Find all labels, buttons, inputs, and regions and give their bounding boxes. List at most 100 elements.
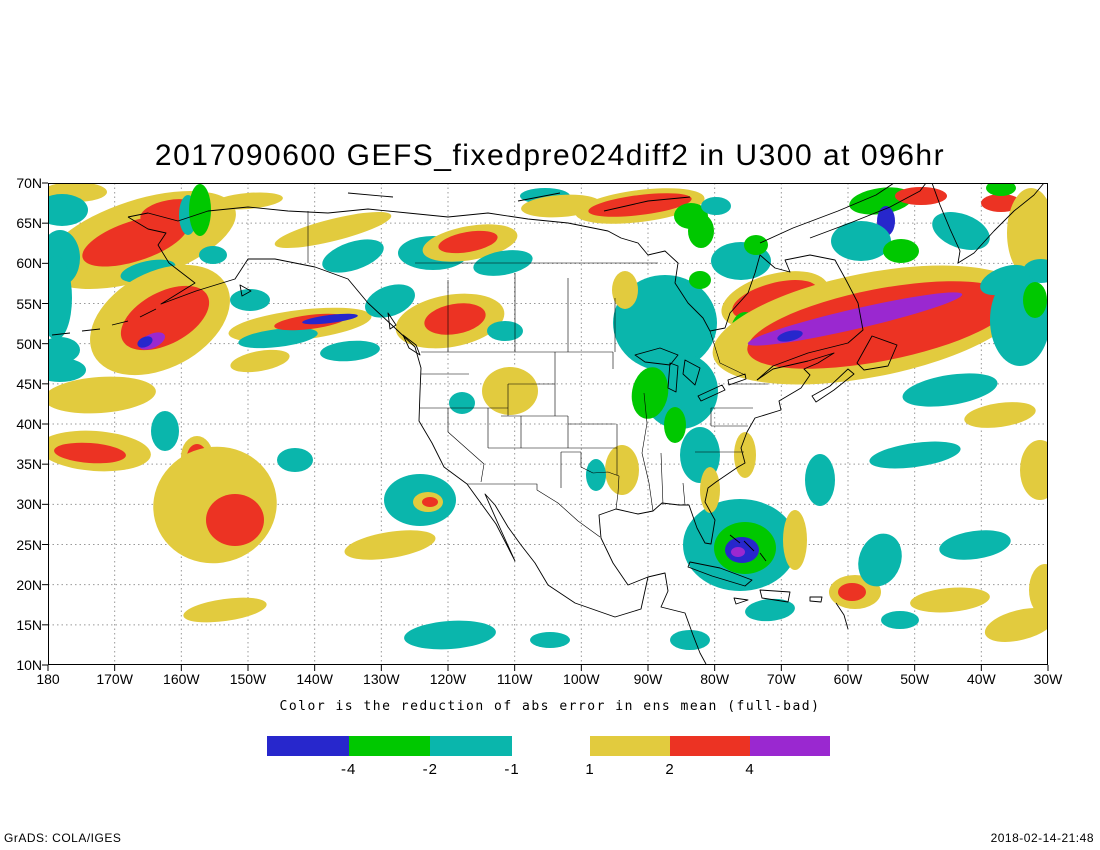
legend-negative-label: -2	[422, 761, 438, 778]
contour-region-blue	[302, 313, 358, 325]
contour-region-green	[631, 367, 669, 419]
timestamp: 2018-02-14-21:48	[990, 831, 1094, 845]
lat-label: 25N	[16, 536, 42, 553]
lat-label: 50N	[16, 335, 42, 352]
contour-region-yellow	[1007, 188, 1048, 278]
contour-region-green	[689, 271, 711, 289]
lon-label: 130W	[363, 671, 400, 687]
lon-label: 40W	[966, 671, 996, 687]
contour-region-yellow	[783, 510, 807, 570]
legend-negative-bar	[267, 736, 513, 756]
contour-region-yellow	[48, 376, 156, 414]
contour-region-purple	[731, 547, 745, 557]
contour-region-red	[82, 215, 188, 267]
contour-region-cyan	[613, 275, 717, 371]
lat-label: 65N	[16, 215, 42, 232]
lat-label: 30N	[16, 496, 42, 513]
lon-label: 110W	[496, 671, 533, 687]
contour-region-cyan	[701, 197, 731, 215]
contour-region-yellow	[964, 402, 1036, 428]
lon-label: 60W	[833, 671, 863, 687]
axis-ticks	[42, 182, 1049, 671]
contour-region-cyan	[48, 337, 80, 363]
contour-region-cyan	[238, 327, 318, 349]
contour-region-red	[438, 230, 498, 254]
colorbar-caption: Color is the reduction of abs error in e…	[279, 699, 821, 714]
legend-positive-label: 2	[665, 761, 675, 778]
contour-region-yellow	[1020, 440, 1048, 500]
coastline-maritimes	[811, 335, 898, 403]
contour-region-cyan	[320, 340, 380, 362]
map-border	[48, 183, 1048, 665]
contour-region-cyan	[881, 611, 919, 629]
contour-region-green	[664, 407, 686, 443]
contour-region-yellow	[605, 445, 639, 495]
lat-label: 40N	[16, 416, 42, 432]
legend-negative-segment-green	[348, 736, 431, 756]
contour-region-cyan	[230, 289, 270, 311]
contour-region-cyan	[199, 246, 227, 264]
contour-region-green	[883, 239, 919, 263]
lon-label: 50W	[900, 671, 930, 687]
coastline-caribbean	[687, 534, 849, 630]
contour-region-yellow	[700, 467, 720, 513]
lon-label: 140W	[296, 671, 333, 687]
lat-label: 55N	[16, 295, 42, 312]
contour-region-blue	[777, 330, 803, 342]
contour-region-yellow	[734, 432, 756, 478]
page-title: 2017090600 GEFS_fixedpre024diff2 in U300…	[154, 139, 946, 172]
contour-region-cyan	[48, 358, 86, 382]
contour-region-yellow	[910, 587, 990, 613]
coastline-west-islands	[51, 284, 421, 356]
contour-region-green	[986, 183, 1016, 196]
contour-region-yellow	[482, 367, 538, 415]
legend-positive-segment-purple	[750, 736, 830, 756]
contour-region-red	[895, 187, 947, 205]
lon-label: 160W	[163, 671, 200, 687]
lon-label: 170W	[96, 671, 133, 687]
contour-region-cyan	[322, 239, 384, 273]
contour-region-cyan	[48, 256, 72, 340]
lon-label: 90W	[633, 671, 663, 687]
contour-region-cyan	[745, 598, 795, 622]
contour-region-red	[54, 442, 126, 464]
contour-region-yellow	[230, 349, 290, 373]
contour-region-cyan	[277, 448, 313, 472]
legend-positive-segment-yellow	[590, 736, 670, 756]
lat-label: 35N	[16, 456, 42, 473]
contour-region-cyan	[858, 533, 902, 587]
coastline-pacific	[127, 216, 707, 665]
map-plot	[42, 182, 1049, 671]
contour-region-cyan	[831, 221, 891, 261]
legend-negative-segment-cyan	[430, 736, 513, 756]
lat-label: 15N	[16, 616, 42, 633]
contour-region-yellow	[612, 271, 638, 309]
great-lakes	[634, 347, 747, 402]
contour-region-red	[422, 497, 438, 507]
legend-positive-label: 4	[745, 761, 755, 778]
lat-label: 20N	[16, 576, 42, 593]
state-borders	[307, 211, 768, 538]
contour-region-green	[744, 235, 768, 255]
contour-region-cyan	[869, 441, 961, 469]
coastline-greenland	[931, 183, 1045, 264]
contour-region-yellow	[984, 608, 1048, 642]
legend-positive-bar	[590, 736, 830, 756]
contour-region-cyan	[805, 454, 835, 506]
coastline-gulf-atlantic	[598, 352, 835, 586]
lon-label: 180	[36, 671, 60, 687]
contour-region-cyan	[151, 411, 179, 451]
contour-region-cyan	[449, 392, 475, 414]
contour-region-red	[424, 303, 486, 335]
lat-label: 70N	[16, 175, 42, 191]
contour-region-green	[1023, 282, 1047, 318]
legend-negative-label: -4	[340, 761, 357, 778]
coastlines	[51, 183, 1045, 665]
coastline-arctic-hudson	[127, 206, 864, 381]
contour-region-green	[688, 214, 714, 248]
contour-region-cyan	[404, 620, 496, 650]
contour-region-yellow	[183, 597, 267, 623]
contour-region-green	[189, 184, 211, 236]
contour-region-cyan	[670, 630, 710, 650]
